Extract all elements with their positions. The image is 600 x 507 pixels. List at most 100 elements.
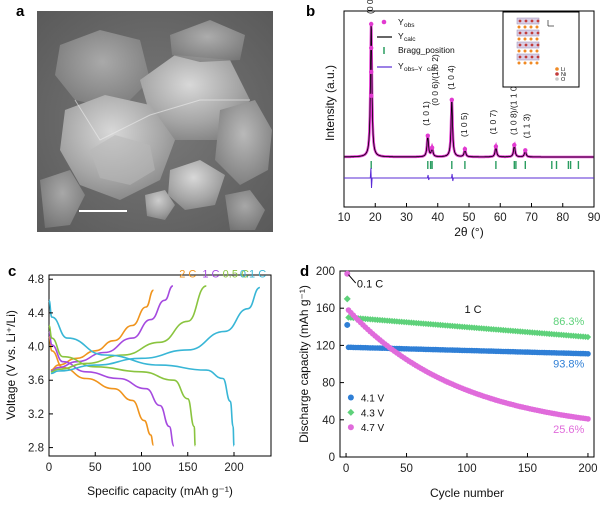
hkl-label-5: (1 0 7) [488, 110, 498, 135]
sem-image [37, 11, 273, 232]
crystal-li-atom [529, 37, 533, 41]
cy-ytick-label-1: 40 [322, 415, 335, 427]
first-cycle-arrow [348, 274, 357, 284]
rate-label-2: 0.5 C [223, 269, 249, 281]
crystal-ni-atom [518, 43, 522, 47]
legend-diff-sub: obs–Y [404, 66, 423, 73]
xrd-peak-point-2 [429, 145, 435, 150]
xrd-xtick-label-8: 90 [588, 212, 600, 224]
rate-label-3: 0.1 C [240, 269, 266, 281]
xrd-peak-point-7 [523, 148, 528, 153]
charge-curve-05C [50, 285, 207, 373]
legend-label-2: 4.7 V [361, 423, 385, 434]
crystal-li-atom [523, 37, 527, 41]
crystal-ni-atom [536, 43, 540, 47]
cy-xtick-label-0: 0 [343, 463, 349, 475]
vc-xtick-label-1: 50 [89, 462, 102, 474]
retention-label-1: 86.3% [553, 316, 584, 328]
cy-xtick-label-1: 50 [400, 463, 413, 475]
xrd-peak-point-5 [493, 144, 499, 149]
legend-obs-label: Y [398, 17, 404, 27]
xrd-xtick-label-4: 50 [463, 212, 476, 224]
voltage-plot: 0 50 100 150 200 2.8 3.2 3.6 4.0 4.4 4.8 2 C 1 C 0.5… [4, 269, 272, 498]
first-cycle-point [343, 295, 351, 303]
charge-curve-01C [50, 286, 261, 375]
crystal-ni-atom [536, 55, 540, 59]
first-cycle-point [344, 321, 351, 328]
panel-label-d: d [300, 263, 309, 280]
vc-ytick-label-4: 4.4 [28, 308, 45, 320]
panel-label-a: a [16, 3, 25, 20]
crystal-ni-atom [524, 19, 528, 23]
cycling-plot: 0 50 100 150 200 0 40 80 120 160 200 0.1 C 1 C 93.8%… [297, 266, 598, 500]
cy-ytick-label-5: 200 [316, 266, 335, 278]
crystal-ni-atom [524, 43, 528, 47]
crystal-ni-atom [530, 19, 534, 23]
hkl-label-4: (1 0 5) [459, 112, 469, 137]
xrd-peak-point-6 [512, 142, 517, 148]
hkl-label-7: (1 1 3) [521, 114, 531, 139]
legend-obs-marker [381, 19, 387, 25]
hkl-label-3: (1 0 4) [446, 65, 456, 90]
cy-ytick-label-4: 160 [316, 303, 335, 315]
crystal-li-atom [535, 49, 539, 53]
panel-label-b: b [306, 3, 315, 20]
vc-ytick-label-5: 4.8 [28, 274, 44, 286]
cy-ytick-label-0: 0 [329, 452, 335, 464]
crystal-ni-atom [524, 31, 528, 35]
retention-label-0: 93.8% [553, 359, 584, 371]
xrd-peak-point-3 [449, 97, 454, 103]
xrd-peak-point-4 [462, 146, 468, 152]
retention-label-2: 25.6% [553, 424, 584, 436]
legend-bragg-label: Bragg_position [398, 45, 455, 55]
rate-label-1: 1 C [202, 269, 219, 281]
cy-ylabel: Discharge capacity (mAh g⁻¹) [297, 285, 311, 443]
crystal-li-atom [517, 37, 521, 41]
inset-li-dot [555, 67, 559, 71]
xrd-xtick-label-7: 80 [556, 212, 569, 224]
vc-xtick-label-3: 150 [178, 462, 197, 474]
crystal-ni-atom [530, 55, 534, 59]
xrd-difference-line [344, 167, 594, 189]
discharge-curve-01C [48, 299, 235, 447]
crystal-ni-atom [530, 31, 534, 35]
cy-ytick-label-2: 80 [322, 378, 335, 390]
legend-label-0: 4.1 V [361, 393, 385, 404]
crystal-structure-inset: Li Ni O [502, 11, 580, 88]
inset-li-label: Li [561, 67, 565, 73]
vc-ytick-label-3: 4.0 [28, 342, 44, 354]
inset-o-label: O [561, 77, 566, 83]
crystal-ni-atom [518, 19, 522, 23]
xrd-obs-point-1 [369, 69, 374, 75]
legend-marker-1 [347, 408, 355, 416]
rate-annotation: 1 C [464, 304, 481, 316]
panel-label-c: c [8, 263, 16, 280]
xrd-obs-point-0 [369, 45, 374, 51]
xrd-xtick-label-5: 60 [494, 212, 507, 224]
crystal-ni-atom [536, 19, 540, 23]
xrd-ylabel: Intensity (a.u.) [323, 65, 337, 141]
inset-ni-label: Ni [561, 72, 566, 78]
crystal-ni-atom [518, 31, 522, 35]
charge-curve-1C [50, 285, 174, 372]
xrd-xtick-label-6: 70 [525, 212, 538, 224]
xrd-legend: Y obs Y calc Bragg_position Y obs–Y calc [377, 17, 455, 73]
cy-xtick-label-4: 200 [578, 463, 597, 475]
vc-xtick-label-2: 100 [132, 462, 151, 474]
crystal-ni-atom [530, 43, 534, 47]
legend-diff-label: Y [398, 61, 404, 71]
crystal-li-atom [523, 25, 527, 29]
inset-ni-dot [555, 72, 559, 76]
crystal-li-atom [517, 25, 521, 29]
cy-xtick-label-2: 100 [457, 463, 476, 475]
vc-xlabel: Specific capacity (mAh g⁻¹) [87, 484, 233, 498]
xrd-obs-point-2 [369, 93, 374, 99]
xrd-xlabel: 2θ (°) [454, 225, 483, 239]
vc-ytick-label-0: 2.8 [28, 443, 44, 455]
xrd-xtick-label-0: 10 [338, 212, 351, 224]
discharge-curve-05C [48, 324, 196, 447]
hkl-label-0: (0 0 3) [365, 0, 375, 14]
discharge-curve-1C [48, 330, 175, 447]
crystal-li-atom [529, 61, 533, 65]
cycle-point [584, 333, 592, 341]
